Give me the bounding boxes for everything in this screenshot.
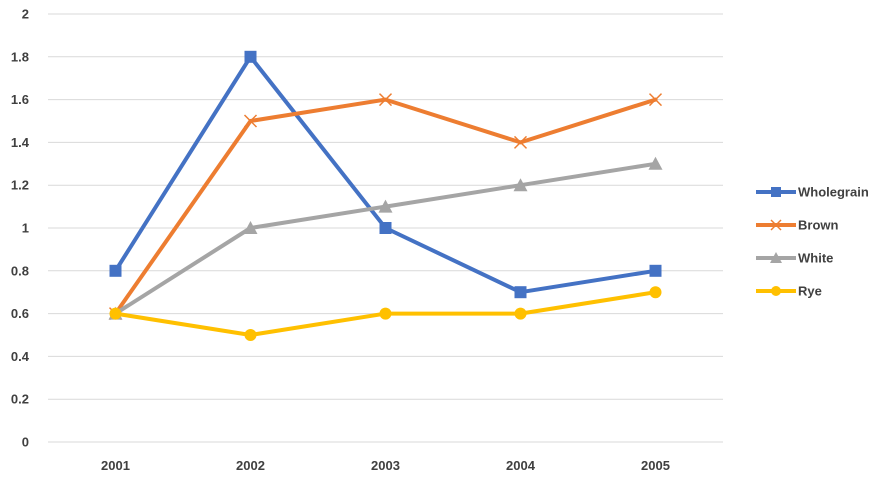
data-point-circle-marker (649, 286, 662, 299)
y-axis-ticks: 0 0.2 0.4 0.6 0.8 1 1.2 1.4 1.6 1.8 2 (11, 7, 30, 450)
legend-item-rye: Rye (756, 284, 822, 299)
series-line (113, 54, 658, 295)
y-tick-label: 0.4 (11, 349, 30, 364)
y-tick-label: 1 (22, 221, 29, 236)
x-axis-ticks: 2001 2002 2003 2004 2005 (101, 458, 670, 473)
legend: Wholegrain Brown White Rye (756, 185, 869, 299)
x-tick-label: 2003 (371, 458, 400, 473)
series-line (113, 161, 658, 316)
y-tick-label: 1.2 (11, 178, 29, 193)
legend-label: Rye (798, 284, 822, 299)
y-tick-label: 1.6 (11, 92, 29, 107)
legend-label: Wholegrain (798, 185, 869, 200)
data-point-triangle-marker (243, 221, 258, 234)
legend-item-white: White (756, 251, 833, 266)
series-white (108, 156, 663, 320)
data-point-square-marker (771, 187, 781, 197)
x-tick-label: 2005 (641, 458, 670, 473)
data-point-circle-marker (109, 307, 122, 320)
data-point-triangle-marker (770, 252, 782, 263)
series-rye (109, 286, 662, 341)
data-point-circle-marker (514, 307, 527, 320)
legend-item-wholegrain: Wholegrain (756, 185, 869, 200)
data-point-circle-marker (244, 329, 257, 341)
data-point-square-marker (649, 264, 662, 277)
data-point-square-marker (379, 222, 392, 234)
data-point-square-marker (514, 286, 527, 299)
data-point-square-marker (244, 50, 257, 63)
y-tick-label: 0.6 (11, 306, 29, 321)
x-tick-label: 2001 (101, 458, 130, 473)
y-tick-label: 1.4 (11, 135, 30, 150)
data-point-square-marker (109, 264, 122, 277)
data-point-circle-marker (379, 307, 392, 320)
x-tick-label: 2004 (506, 458, 536, 473)
y-tick-label: 0.2 (11, 392, 29, 407)
y-tick-label: 0.8 (11, 263, 29, 278)
data-point-x-marker (648, 93, 663, 107)
data-point-circle-marker (771, 286, 781, 296)
data-point-x-marker (378, 93, 393, 107)
x-tick-label: 2002 (236, 458, 265, 473)
series-lines (108, 50, 663, 341)
data-point-triangle-marker (648, 156, 663, 170)
data-point-triangle-marker (378, 199, 393, 213)
data-point-triangle-marker (513, 178, 528, 192)
y-tick-label: 2 (22, 7, 29, 22)
legend-label: Brown (798, 218, 839, 233)
y-tick-label: 0 (22, 435, 29, 450)
data-point-x-marker (513, 135, 528, 149)
series-wholegrain (109, 50, 662, 299)
legend-item-brown: Brown (756, 218, 839, 233)
legend-label: White (798, 251, 833, 266)
data-point-x-marker (770, 219, 782, 231)
y-tick-label: 1.8 (11, 49, 29, 64)
data-point-x-marker (243, 114, 258, 128)
